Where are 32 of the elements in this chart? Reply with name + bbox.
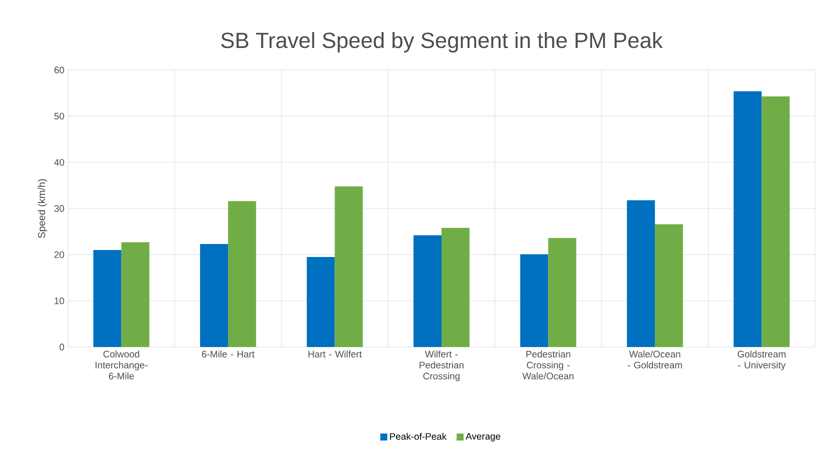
bar bbox=[734, 91, 762, 347]
x-tick-label: 6-Mile - Hart bbox=[202, 350, 255, 358]
y-tick-label: 30 bbox=[54, 205, 64, 212]
x-tick-label: Wilfert - Pedestrian Crossing bbox=[420, 350, 464, 382]
y-tick-label: 50 bbox=[54, 112, 64, 120]
bar bbox=[414, 235, 442, 347]
x-tick-label: Pedestrian Crossing - Wale/Ocean bbox=[522, 350, 574, 380]
x-tick-label: Hart - Wilfert bbox=[308, 350, 362, 358]
bar bbox=[306, 256, 335, 347]
legend-label: Average bbox=[466, 433, 500, 442]
x-tick-label: Goldstream - University bbox=[738, 350, 786, 370]
y-tick-label: 40 bbox=[54, 158, 64, 166]
bar bbox=[762, 96, 790, 347]
x-tick-label: Colwood Interchange- 6-Mile bbox=[96, 350, 148, 380]
bar bbox=[520, 254, 548, 347]
bar bbox=[121, 242, 150, 347]
legend-label: Peak-of-Peak bbox=[390, 432, 447, 440]
bar bbox=[228, 201, 256, 347]
y-axis-title: Speed (km/h) bbox=[38, 179, 48, 238]
y-tick-label: 60 bbox=[54, 66, 64, 74]
x-tick-label: Wale/Ocean - Goldstream bbox=[628, 350, 682, 368]
y-tick-label: 10 bbox=[54, 297, 64, 304]
bar bbox=[93, 250, 122, 347]
bar bbox=[442, 228, 470, 347]
bar bbox=[200, 244, 228, 347]
y-tick-label: 0 bbox=[60, 344, 64, 350]
bar bbox=[548, 238, 576, 347]
bar bbox=[626, 200, 655, 347]
bar bbox=[334, 186, 363, 347]
y-tick-label: 20 bbox=[54, 251, 64, 258]
bar bbox=[654, 224, 683, 347]
chart-title: SB Travel Speed by Segment in the PM Peak bbox=[221, 32, 663, 52]
